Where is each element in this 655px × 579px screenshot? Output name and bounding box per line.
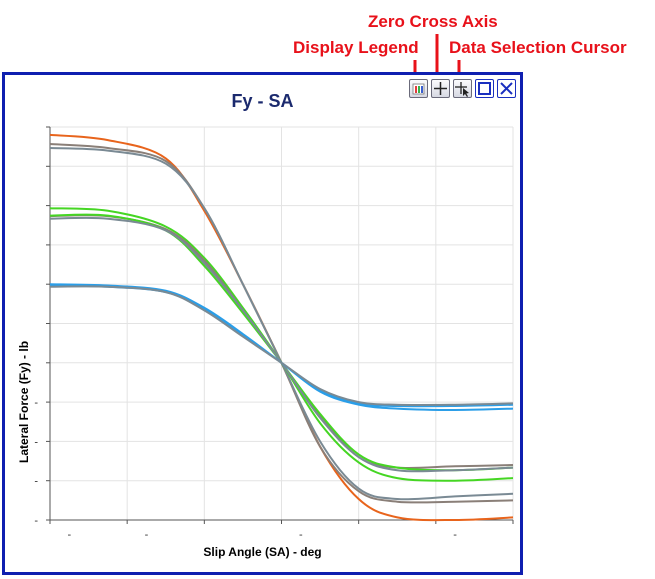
close-icon[interactable] bbox=[497, 79, 516, 98]
chart-toolbar bbox=[409, 79, 516, 98]
x-tick-label: - bbox=[299, 529, 303, 541]
y-tick-label: - bbox=[34, 436, 38, 448]
zero-cross-axis-callout: Zero Cross Axis bbox=[368, 12, 498, 31]
x-tick-label: - bbox=[67, 529, 71, 541]
x-tick-label: - bbox=[453, 529, 457, 541]
x-tick-label: - bbox=[145, 529, 149, 541]
y-tick-label: - bbox=[34, 515, 38, 527]
y-tick-label: - bbox=[34, 476, 38, 488]
chart-window: Fy - SA bbox=[2, 72, 523, 575]
crosshair-icon[interactable] bbox=[431, 79, 450, 98]
plot-area[interactable]: - - - - - - - - bbox=[5, 75, 520, 572]
cursor-crosshair-icon[interactable] bbox=[453, 79, 472, 98]
maximize-icon[interactable] bbox=[475, 79, 494, 98]
display-legend-callout: Display Legend bbox=[293, 38, 419, 57]
data-selection-cursor-callout: Data Selection Cursor bbox=[449, 38, 627, 57]
y-tick-label: - bbox=[34, 397, 38, 409]
chart-title: Fy - SA bbox=[231, 91, 294, 111]
x-axis-label: Slip Angle (SA) - deg bbox=[203, 545, 322, 559]
legend-icon[interactable] bbox=[409, 79, 428, 98]
y-axis-label: Lateral Force (Fy) - lb bbox=[17, 340, 31, 463]
series-line-10 bbox=[49, 285, 514, 406]
